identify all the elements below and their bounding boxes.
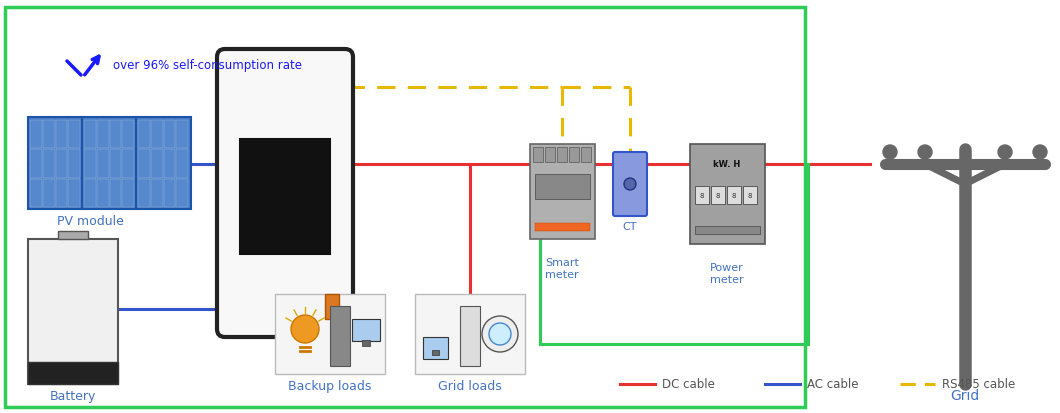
Bar xyxy=(556,147,567,163)
Bar xyxy=(569,147,579,163)
Text: kW. H: kW. H xyxy=(713,159,741,169)
Bar xyxy=(55,121,67,149)
Bar xyxy=(28,362,118,384)
Circle shape xyxy=(918,146,932,159)
Text: CT: CT xyxy=(623,221,637,231)
Bar xyxy=(68,121,80,149)
Bar xyxy=(711,187,725,204)
Bar xyxy=(138,150,149,178)
Bar xyxy=(122,179,134,207)
Bar xyxy=(151,150,162,178)
Bar xyxy=(136,118,191,209)
Circle shape xyxy=(482,316,518,352)
Bar xyxy=(423,337,448,359)
Bar xyxy=(30,179,41,207)
Bar xyxy=(690,145,765,244)
Circle shape xyxy=(1034,146,1047,159)
Text: 8: 8 xyxy=(747,192,753,199)
Circle shape xyxy=(999,146,1012,159)
Circle shape xyxy=(624,178,636,190)
Bar xyxy=(28,118,83,209)
Text: 8: 8 xyxy=(716,192,720,199)
Bar xyxy=(84,150,95,178)
Bar xyxy=(163,150,175,178)
Bar xyxy=(163,179,175,207)
Text: Backup loads: Backup loads xyxy=(288,379,372,392)
Bar xyxy=(96,121,108,149)
Text: Smart
meter: Smart meter xyxy=(545,257,579,280)
Bar xyxy=(122,121,134,149)
Bar xyxy=(151,179,162,207)
Bar xyxy=(109,121,121,149)
Bar xyxy=(96,150,108,178)
Bar xyxy=(743,187,757,204)
Bar xyxy=(176,121,188,149)
Bar xyxy=(55,179,67,207)
Text: over 96% self-consumption rate: over 96% self-consumption rate xyxy=(113,58,302,71)
Text: Grid loads: Grid loads xyxy=(438,379,501,392)
Bar xyxy=(68,150,80,178)
Bar xyxy=(533,147,543,163)
Text: RS485 cable: RS485 cable xyxy=(942,377,1015,391)
Text: Grid: Grid xyxy=(951,388,979,402)
Bar xyxy=(363,340,370,346)
Bar xyxy=(30,150,41,178)
Bar xyxy=(535,223,590,231)
Bar xyxy=(30,121,41,149)
Bar xyxy=(68,179,80,207)
Bar xyxy=(82,118,137,209)
Bar xyxy=(535,175,590,199)
Bar xyxy=(330,306,350,366)
Bar xyxy=(176,150,188,178)
FancyBboxPatch shape xyxy=(217,50,353,337)
Bar xyxy=(240,140,330,254)
Text: Power
meter: Power meter xyxy=(710,262,744,285)
Bar xyxy=(42,150,54,178)
Bar xyxy=(42,121,54,149)
Bar xyxy=(163,121,175,149)
Text: PV module: PV module xyxy=(56,214,123,228)
Text: Battery: Battery xyxy=(50,389,96,402)
Circle shape xyxy=(489,323,511,345)
Bar xyxy=(122,150,134,178)
Bar xyxy=(55,150,67,178)
Bar xyxy=(432,350,439,355)
Bar xyxy=(96,179,108,207)
Bar xyxy=(352,319,379,341)
Bar xyxy=(84,121,95,149)
Text: 8: 8 xyxy=(731,192,737,199)
Bar xyxy=(545,147,555,163)
Circle shape xyxy=(292,315,319,343)
Bar xyxy=(695,226,760,235)
Bar xyxy=(5,8,805,407)
Bar xyxy=(109,150,121,178)
Bar xyxy=(530,145,595,240)
Bar xyxy=(727,187,741,204)
Bar xyxy=(275,294,385,374)
Bar xyxy=(581,147,591,163)
Bar xyxy=(28,240,118,384)
Bar xyxy=(151,121,162,149)
Bar xyxy=(176,179,188,207)
Text: 8: 8 xyxy=(700,192,704,199)
Text: DC cable: DC cable xyxy=(662,377,714,391)
Bar xyxy=(58,231,88,240)
Bar xyxy=(109,179,121,207)
Bar xyxy=(460,306,480,366)
Bar xyxy=(84,179,95,207)
Bar xyxy=(325,294,339,319)
Bar xyxy=(138,121,149,149)
Bar xyxy=(695,187,709,204)
Circle shape xyxy=(883,146,897,159)
Bar xyxy=(138,179,149,207)
FancyBboxPatch shape xyxy=(613,153,647,216)
Text: AC cable: AC cable xyxy=(807,377,859,391)
Bar xyxy=(42,179,54,207)
Bar xyxy=(416,294,525,374)
